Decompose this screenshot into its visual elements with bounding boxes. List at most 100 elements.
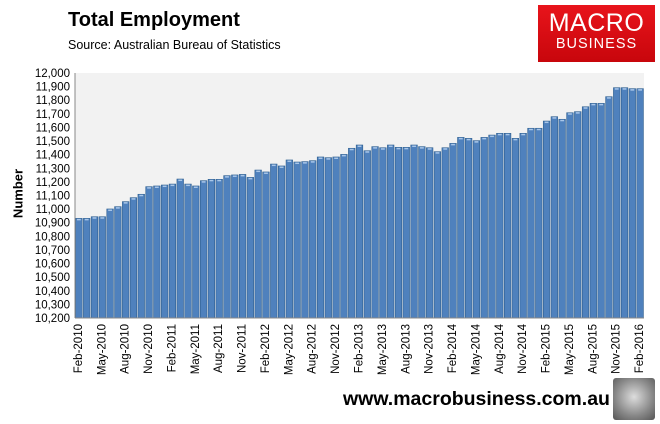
bar (145, 186, 153, 319)
bar (581, 106, 590, 319)
bar-highlight (131, 198, 136, 200)
bar-highlight (575, 112, 580, 114)
bar-highlight (186, 184, 190, 187)
bar (98, 216, 106, 319)
x-tick-label: Feb-2010 (73, 324, 85, 373)
bar (363, 150, 371, 319)
x-tick-label: Aug-2015 (587, 324, 599, 374)
bar (496, 132, 504, 319)
bar-highlight (310, 161, 315, 163)
bar (589, 103, 597, 319)
bar (457, 137, 465, 319)
bar-highlight (240, 174, 245, 177)
bar-highlight (638, 89, 642, 91)
y-tick-label: 11,000 (36, 204, 70, 216)
bar (426, 147, 434, 319)
bar (558, 118, 566, 319)
bar-highlight (334, 157, 339, 159)
footer-url: www.macrobusiness.com.au (343, 388, 610, 410)
wolf-logo-icon (613, 378, 655, 420)
bar (293, 161, 301, 319)
bar-highlight (614, 88, 619, 90)
bar (410, 144, 418, 319)
y-tick-label: 10,600 (35, 259, 70, 271)
x-tick-label: Aug-2011 (213, 324, 225, 373)
bar (176, 178, 184, 319)
bar-highlight (271, 164, 276, 167)
bar (449, 143, 457, 319)
bar-highlight (248, 177, 253, 180)
y-tick-label: 10,700 (35, 245, 70, 257)
bar-highlight (427, 148, 432, 150)
bar-highlight (497, 133, 502, 136)
bar-highlight (505, 133, 510, 136)
bar-highlight (123, 202, 128, 204)
bar (472, 140, 481, 319)
bar (465, 138, 473, 319)
x-tick-label: Aug-2010 (120, 324, 132, 374)
bar (480, 137, 488, 319)
bar (402, 147, 410, 319)
bar-highlight (443, 148, 448, 150)
x-tick-label: Aug-2014 (494, 323, 506, 373)
bar (75, 218, 83, 319)
bar-highlight (412, 145, 416, 148)
bar (137, 193, 145, 319)
bar-highlight (544, 121, 549, 124)
x-tick-label: Aug-2012 (307, 324, 319, 374)
bar-highlight (529, 128, 533, 131)
bar-highlight (458, 137, 463, 140)
bar (246, 177, 254, 319)
bar-highlight (451, 143, 455, 146)
x-tick-label: Feb-2016 (634, 324, 646, 373)
bar-highlight (139, 194, 144, 197)
bar (340, 154, 348, 319)
bar (566, 112, 574, 319)
bar (238, 174, 247, 319)
x-tick-label: May-2013 (377, 324, 389, 375)
bar-highlight (396, 147, 401, 150)
bar-highlight (92, 217, 97, 219)
bar-highlight (193, 186, 198, 188)
bar-highlight (513, 138, 518, 141)
bar-highlight (607, 97, 611, 99)
bar (200, 180, 208, 319)
bar (511, 138, 519, 319)
bar (324, 157, 332, 319)
bar (184, 183, 192, 319)
bar-highlight (474, 141, 479, 143)
y-tick-label: 10,500 (35, 272, 70, 284)
x-tick-label: Nov-2012 (330, 324, 342, 374)
bar-highlight (466, 138, 471, 141)
y-tick-label: 11,300 (36, 163, 70, 175)
bar-highlight (349, 148, 354, 151)
bar (332, 156, 340, 319)
y-tick-label: 11,800 (36, 95, 70, 107)
bar (348, 147, 356, 319)
bar (316, 156, 325, 319)
bar (270, 163, 278, 319)
bar-highlight (279, 166, 284, 168)
bar-highlight (630, 89, 635, 91)
bar-highlight (170, 184, 175, 187)
x-tick-label: Feb-2011 (166, 324, 178, 372)
bar (277, 165, 286, 319)
bar (355, 144, 364, 319)
x-tick-label: Feb-2013 (354, 324, 366, 373)
bar-highlight (552, 117, 557, 119)
bar (114, 206, 122, 319)
bar (519, 132, 527, 319)
bar-highlight (591, 103, 596, 106)
x-tick-label: Aug-2013 (400, 324, 412, 374)
bar-highlight (342, 154, 346, 157)
y-tick-label: 11,200 (36, 177, 70, 189)
bar-highlight (380, 148, 385, 150)
x-tick-label: May-2011 (190, 324, 202, 374)
bar-highlight (225, 176, 229, 178)
macrobusiness-logo: MACRO BUSINESS (538, 5, 655, 62)
bar (550, 116, 558, 319)
bar-highlight (178, 179, 183, 182)
bar-highlight (77, 218, 81, 221)
bar (161, 184, 169, 319)
